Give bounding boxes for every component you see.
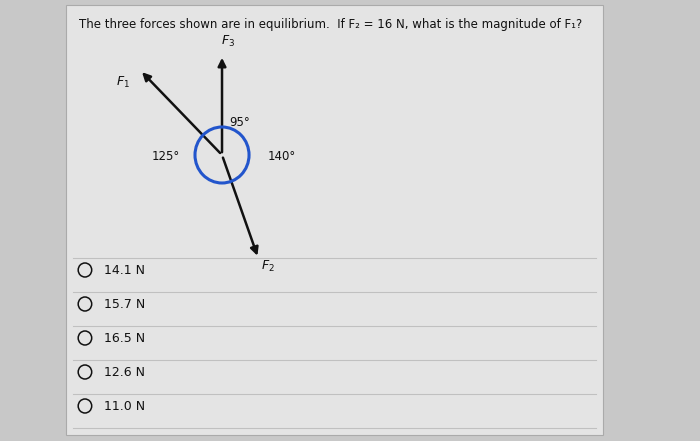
Text: 95°: 95° — [229, 116, 250, 128]
Text: 16.5 N: 16.5 N — [104, 332, 146, 344]
Text: 125°: 125° — [152, 150, 180, 164]
Text: 140°: 140° — [267, 150, 296, 164]
Text: $F_{1}$: $F_{1}$ — [116, 75, 130, 90]
Text: 15.7 N: 15.7 N — [104, 298, 146, 310]
Text: $F_{3}$: $F_{3}$ — [220, 34, 234, 49]
Text: 14.1 N: 14.1 N — [104, 264, 146, 277]
Text: The three forces shown are in equilibrium.  If F₂ = 16 N, what is the magnitude : The three forces shown are in equilibriu… — [79, 18, 582, 31]
Text: 12.6 N: 12.6 N — [104, 366, 146, 378]
Text: 11.0 N: 11.0 N — [104, 400, 146, 412]
Text: $F_{2}$: $F_{2}$ — [261, 259, 275, 274]
Bar — [66, 5, 603, 435]
